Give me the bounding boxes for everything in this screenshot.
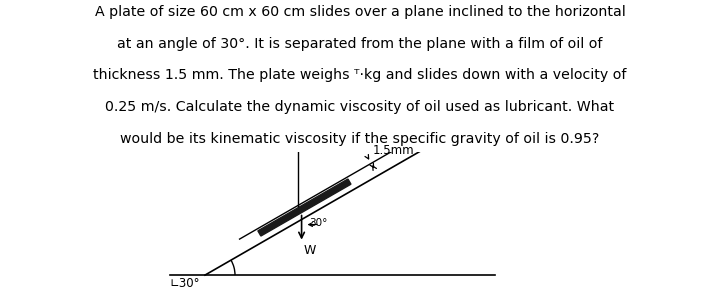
Text: at an angle of 30°. It is separated from the plane with a film of oil of: at an angle of 30°. It is separated from…: [117, 37, 603, 51]
Text: A plate of size 60 cm x 60 cm slides over a plane inclined to the horizontal: A plate of size 60 cm x 60 cm slides ove…: [94, 5, 626, 19]
Text: 30°: 30°: [310, 218, 328, 228]
Text: 0.25 m/s. Calculate the dynamic viscosity of oil used as lubricant. What: 0.25 m/s. Calculate the dynamic viscosit…: [105, 100, 615, 114]
Polygon shape: [258, 179, 351, 236]
Text: ∟30°: ∟30°: [169, 277, 200, 290]
Text: thickness 1.5 mm. The plate weighs ᵀ·kg and slides down with a velocity of: thickness 1.5 mm. The plate weighs ᵀ·kg …: [94, 68, 626, 82]
Text: would be its kinematic viscosity if the specific gravity of oil is 0.95?: would be its kinematic viscosity if the …: [120, 132, 600, 146]
Text: 1.5mm: 1.5mm: [373, 144, 415, 157]
Text: W: W: [304, 244, 316, 257]
